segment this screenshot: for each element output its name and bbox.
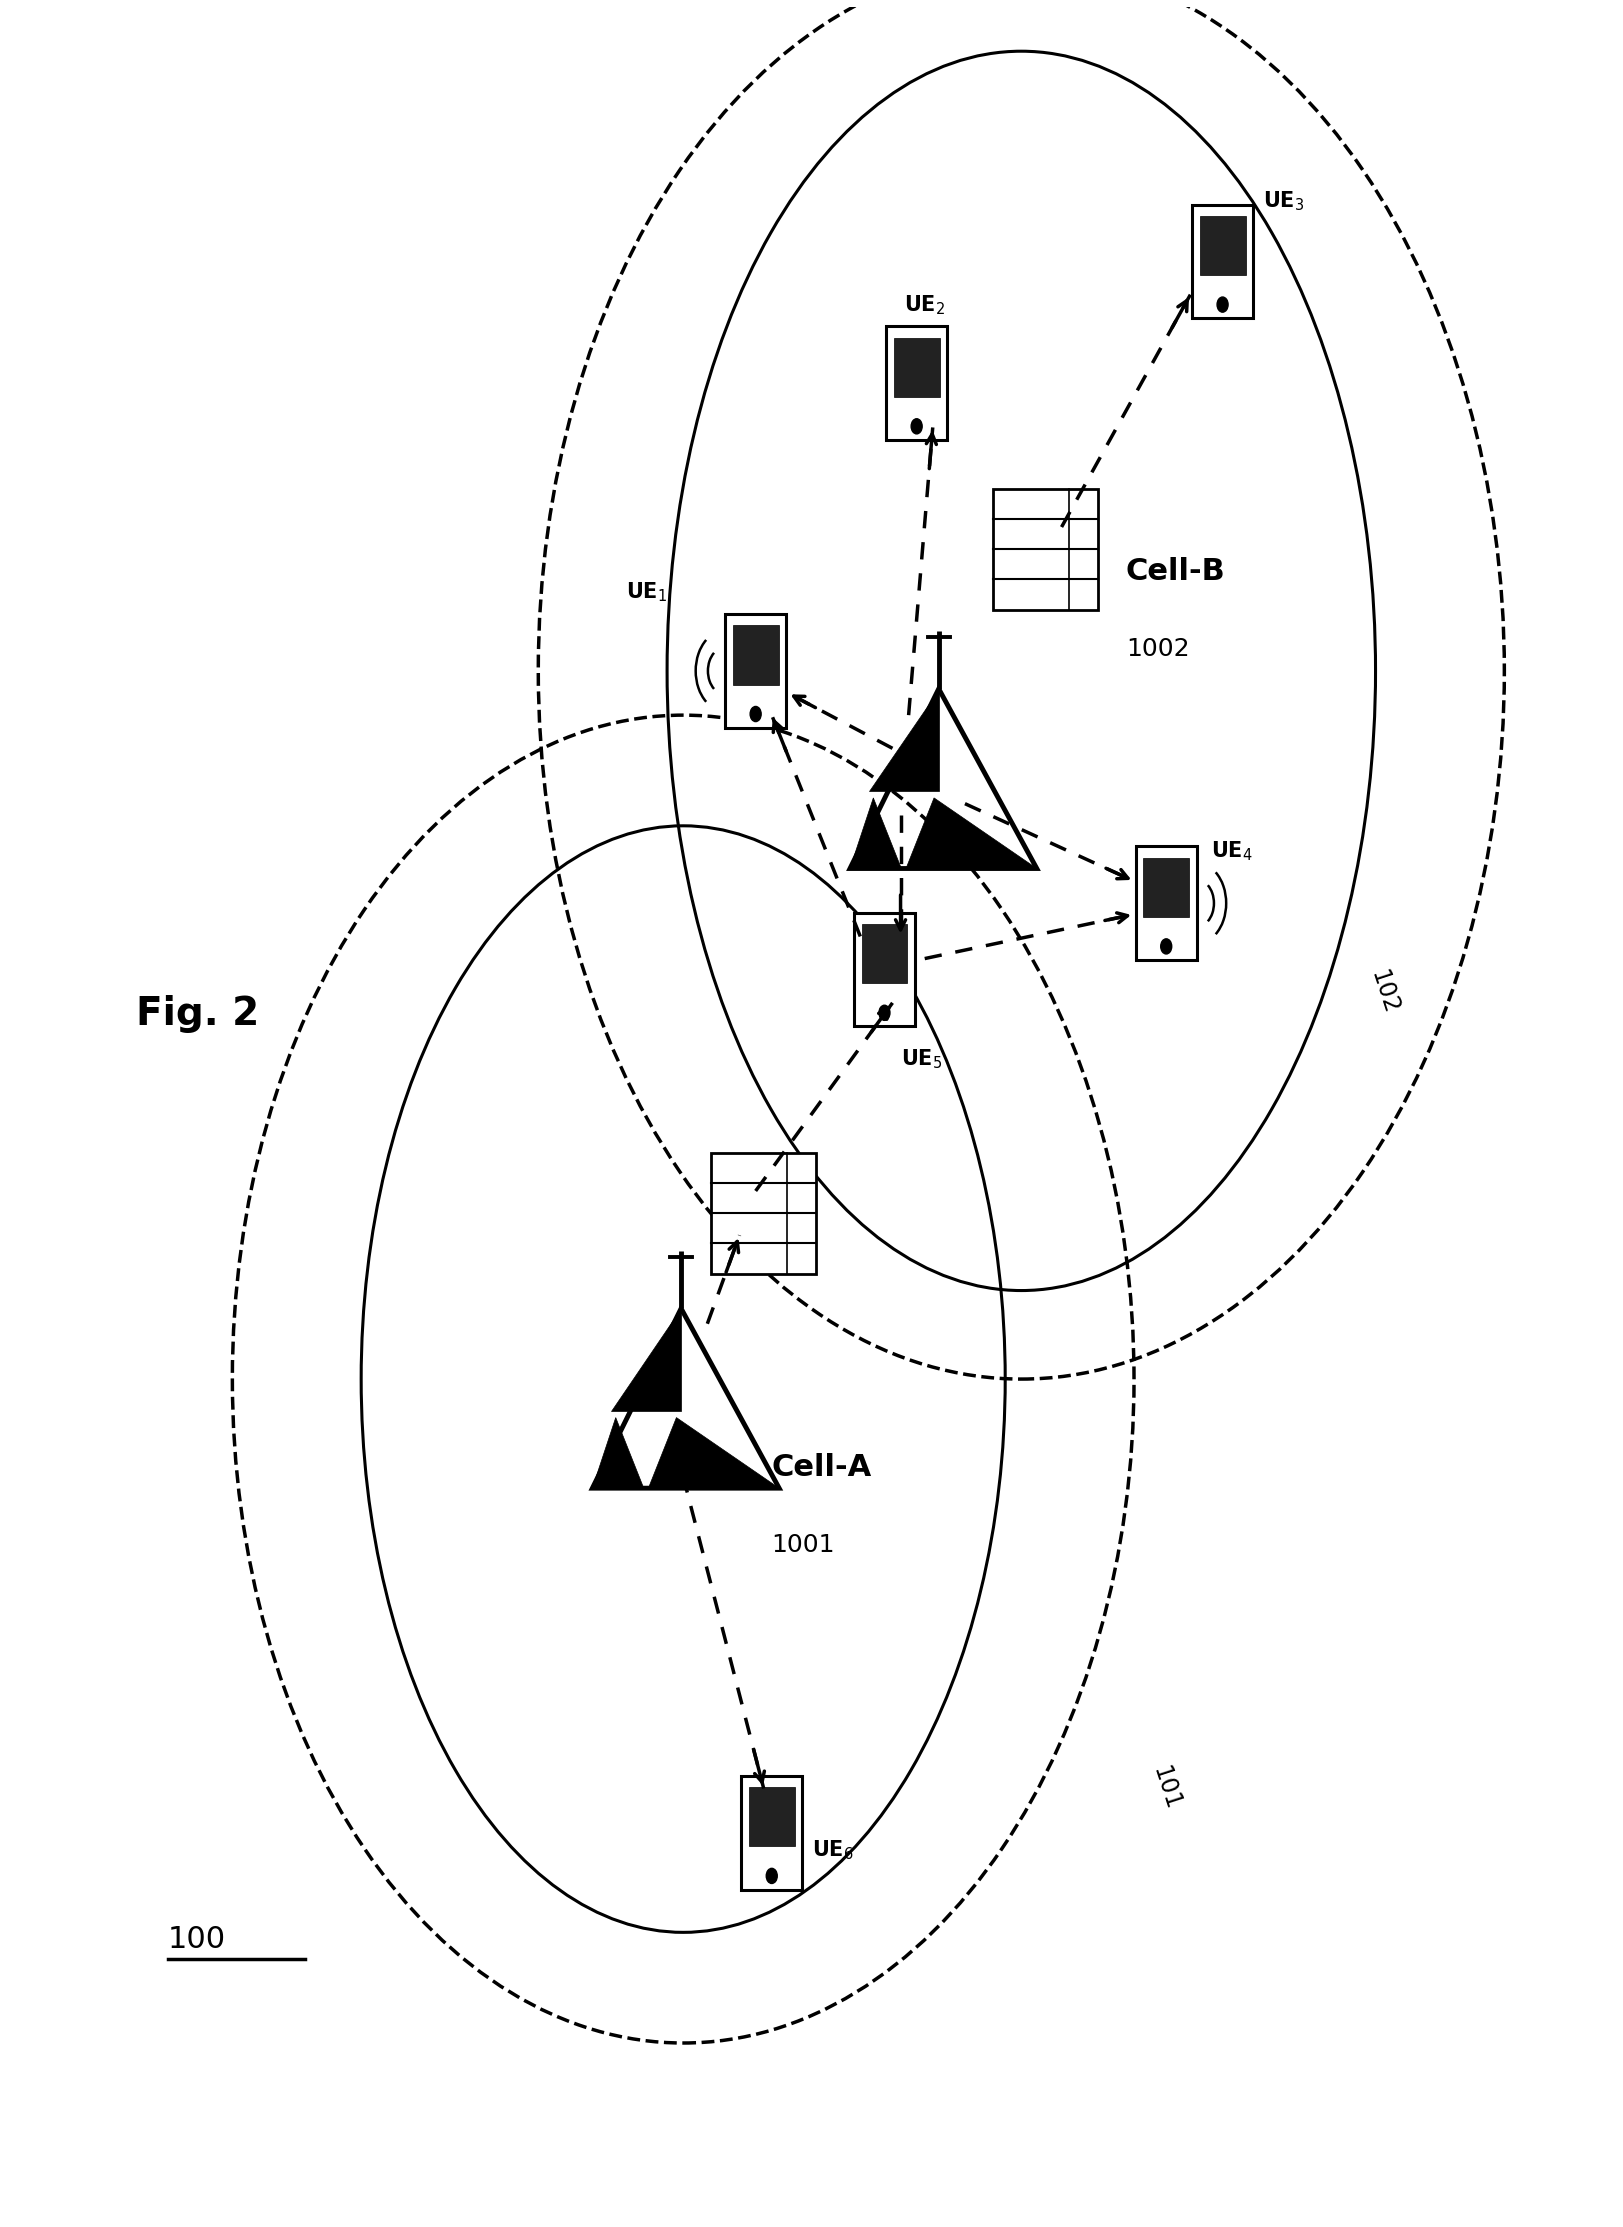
Text: UE$_3$: UE$_3$	[1263, 189, 1303, 214]
Text: UE$_1$: UE$_1$	[625, 581, 667, 604]
Bar	[711, 1154, 816, 1274]
Text: 101: 101	[1147, 1764, 1183, 1813]
Polygon shape	[610, 1309, 680, 1412]
Text: Cell-B: Cell-B	[1125, 557, 1225, 586]
Text: Fig. 2: Fig. 2	[136, 995, 258, 1033]
Text: Cell-A: Cell-A	[771, 1452, 872, 1483]
Text: UE$_6$: UE$_6$	[812, 1840, 854, 1862]
Bar	[1199, 216, 1245, 276]
Circle shape	[1216, 296, 1227, 312]
Circle shape	[766, 1868, 777, 1884]
Bar	[1191, 205, 1253, 318]
Text: 100: 100	[167, 1926, 226, 1955]
Bar	[748, 1788, 794, 1846]
Circle shape	[750, 706, 761, 722]
Text: 1002: 1002	[1125, 637, 1190, 661]
Text: UE$_5$: UE$_5$	[901, 1047, 941, 1071]
Polygon shape	[906, 797, 1035, 869]
Polygon shape	[868, 688, 938, 791]
Bar	[992, 488, 1097, 610]
Bar	[1143, 857, 1188, 918]
Polygon shape	[592, 1419, 643, 1488]
Circle shape	[1160, 940, 1172, 953]
Text: 1001: 1001	[771, 1532, 834, 1557]
Polygon shape	[648, 1419, 779, 1488]
Circle shape	[878, 1004, 889, 1020]
Polygon shape	[849, 797, 901, 869]
Bar	[1134, 846, 1196, 960]
Bar	[732, 626, 777, 684]
Bar	[854, 913, 914, 1027]
Text: 102: 102	[1365, 967, 1401, 1018]
Text: UE$_2$: UE$_2$	[904, 294, 945, 316]
Text: UE$_4$: UE$_4$	[1211, 840, 1253, 864]
Bar	[724, 615, 786, 728]
Bar	[886, 327, 946, 441]
Bar	[740, 1775, 802, 1888]
Bar	[893, 339, 940, 396]
Circle shape	[911, 419, 922, 434]
Bar	[860, 924, 907, 984]
